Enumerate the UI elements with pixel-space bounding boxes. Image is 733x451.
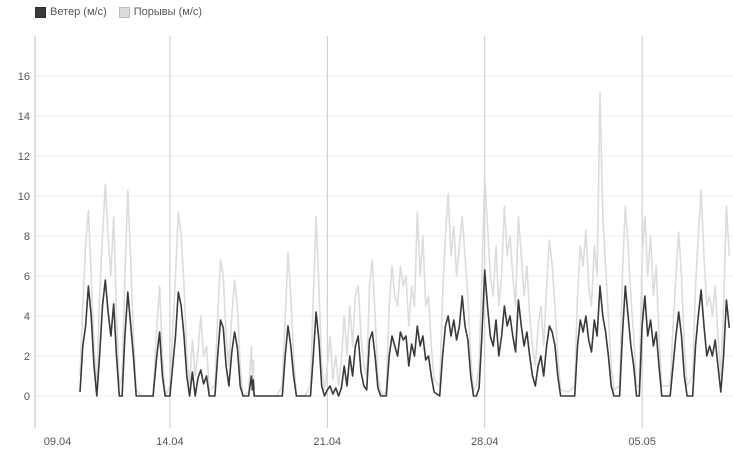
x-axis-tick-labels: 09.04 14.04 21.04 28.04 05.05 xyxy=(44,436,656,448)
x-tick-label-05.05: 05.05 xyxy=(628,436,656,448)
x-tick-label-21.04: 21.04 xyxy=(314,436,342,448)
y-axis-tick-labels: 0 2 4 6 8 10 12 16 14 xyxy=(18,71,30,403)
series-layer xyxy=(79,91,731,397)
y-tick-label-10: 10 xyxy=(18,191,30,203)
legend-item-wind[interactable]: Ветер (м/с) xyxy=(35,6,107,18)
y-tick-label-0: 0 xyxy=(24,391,30,403)
series-line-wind xyxy=(79,269,731,397)
horizontal-gridlines xyxy=(35,75,733,397)
y-tick-label-6: 6 xyxy=(24,271,30,283)
legend-label-wind: Ветер (м/с) xyxy=(50,6,107,18)
y-tick-label-12: 12 xyxy=(18,151,30,163)
y-tick-label-14: 14 xyxy=(18,111,30,123)
y-tick-label-2: 2 xyxy=(24,351,30,363)
x-tick-label-14.04: 14.04 xyxy=(156,436,184,448)
y-tick-label-16: 16 xyxy=(18,71,30,83)
legend-label-gusts: Порывы (м/с) xyxy=(133,6,203,18)
legend-item-gusts[interactable]: Порывы (м/с) xyxy=(118,6,203,18)
y-tick-label-4: 4 xyxy=(24,311,30,323)
chart-legend: Ветер (м/с) Порывы (м/с) xyxy=(35,4,202,20)
y-tick-label-8: 8 xyxy=(24,231,30,243)
legend-swatch-gusts xyxy=(118,6,130,18)
x-tick-label-28.04: 28.04 xyxy=(471,436,499,448)
x-tick-label-09.04: 09.04 xyxy=(44,436,72,448)
legend-swatch-wind xyxy=(35,6,46,18)
series-line-gusts xyxy=(79,91,731,397)
